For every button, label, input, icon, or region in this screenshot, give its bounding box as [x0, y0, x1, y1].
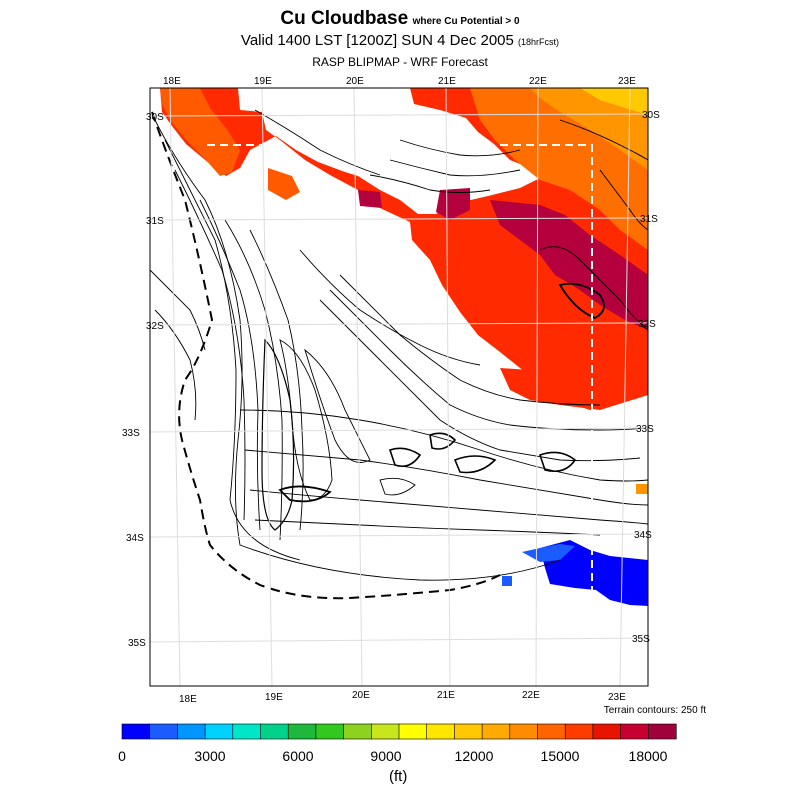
field-amber-northeast: [530, 88, 648, 170]
field-blue-small: [502, 576, 512, 586]
top-lon-label: 23E: [618, 76, 636, 87]
colorbar-tick-label: 12000: [455, 748, 494, 764]
top-lon-label: 21E: [438, 76, 456, 87]
top-lon-label: 19E: [254, 76, 272, 87]
field-orange-northwest: [160, 88, 240, 176]
province-boundary: [207, 144, 601, 606]
terrain-contours: [149, 109, 649, 581]
field-maroon-east: [490, 200, 648, 330]
colorbar-tick-label: 9000: [370, 748, 401, 764]
colorbar-tick-label: 18000: [629, 748, 668, 764]
colorbar-swatch: [370, 723, 400, 740]
lat-labels-right: 30S 31S 32S 33S 34S 35S: [632, 110, 660, 645]
colorbar: [121, 723, 677, 740]
colorbar-tick-label: 3000: [194, 748, 225, 764]
field-maroon-small: [358, 190, 382, 208]
colorbar-unit: (ft): [389, 768, 408, 785]
colorbar-swatch: [620, 723, 649, 740]
colorbar-swatch: [232, 723, 262, 740]
left-lat-label: 35S: [128, 638, 146, 649]
bottom-lon-label: 19E: [265, 692, 283, 703]
valid-time-text: Valid 1400 LST [1200Z] SUN 4 Dec 2005: [240, 32, 514, 49]
colorbar-swatch: [454, 723, 483, 740]
left-lat-label: 33S: [122, 428, 140, 439]
left-lat-label: 34S: [126, 533, 144, 544]
colorbar-swatch: [149, 723, 178, 740]
top-lon-label: 20E: [346, 76, 364, 87]
bottom-lon-label: 22E: [522, 690, 540, 701]
left-lat-label: 32S: [146, 321, 164, 332]
colorbar-swatch: [564, 723, 594, 740]
left-lat-label: 30S: [146, 112, 164, 123]
terrain-contour-note: Terrain contours: 250 ft: [603, 705, 706, 716]
field-orange-east-edge: [636, 484, 648, 494]
colorbar-swatch: [426, 723, 456, 740]
right-lat-label: 34S: [634, 530, 652, 541]
cloudbase-color-field: [160, 88, 648, 606]
title-qualifier: where Cu Potential > 0: [412, 16, 520, 27]
map-title: Cu Cloudbase where Cu Potential > 0: [0, 8, 800, 30]
title-main: Cu Cloudbase: [280, 8, 409, 29]
right-lat-label: 32S: [638, 319, 656, 330]
colorbar-swatch: [592, 723, 622, 740]
colorbar-tick-label: 0: [118, 748, 126, 764]
colorbar-swatch: [121, 723, 151, 740]
right-lat-label: 30S: [642, 110, 660, 121]
colorbar-swatch: [537, 723, 566, 740]
left-lat-label: 31S: [146, 216, 164, 227]
field-orange-west: [268, 168, 300, 200]
field-yellow-northeast: [580, 88, 648, 115]
valid-time: Valid 1400 LST [1200Z] SUN 4 Dec 2005 (1…: [0, 32, 800, 49]
coastline: [151, 111, 501, 600]
bottom-lon-label: 23E: [608, 692, 626, 703]
colorbar-swatch: [343, 723, 372, 740]
source-label: RASP BLIPMAP - WRF Forecast: [312, 55, 488, 69]
colorbar-swatch: [204, 723, 234, 740]
field-maroon-central: [436, 188, 470, 220]
colorbar-swatch: [260, 723, 289, 740]
lon-labels-top: 18E 19E 20E 21E 22E 23E: [163, 76, 636, 87]
colorbar-swatch: [509, 723, 539, 740]
colorbar-swatch: [287, 723, 317, 740]
field-lightblue-south: [522, 544, 575, 562]
colorbar-swatch: [315, 723, 345, 740]
bottom-lon-label: 21E: [437, 690, 455, 701]
bottom-lon-label: 20E: [352, 690, 370, 701]
right-lat-label: 35S: [632, 634, 650, 645]
lat-labels-left: 30S 31S 32S 33S 34S 35S: [122, 112, 164, 649]
colorbar-swatch: [398, 723, 428, 740]
right-lat-label: 33S: [636, 424, 654, 435]
colorbar-tick-labels: 0 3000 6000 9000 12000 15000 18000: [118, 748, 668, 764]
colorbar-swatch: [481, 723, 511, 740]
graticule: [149, 87, 649, 687]
forecast-hours: (18hrFcst): [518, 37, 560, 47]
field-blue-south: [540, 540, 648, 606]
top-lon-label: 22E: [529, 76, 547, 87]
lon-labels-bottom: 18E 19E 20E 21E 22E 23E: [179, 690, 626, 705]
map-frame: [149, 87, 649, 687]
colorbar-tick-label: 15000: [541, 748, 580, 764]
colorbar-tick-label: 6000: [282, 748, 313, 764]
bottom-lon-label: 18E: [179, 694, 197, 705]
field-red-northwest: [160, 88, 648, 410]
right-lat-label: 31S: [640, 214, 658, 225]
colorbar-swatch: [647, 723, 677, 740]
top-lon-label: 18E: [163, 76, 181, 87]
colorbar-swatch: [177, 723, 206, 740]
